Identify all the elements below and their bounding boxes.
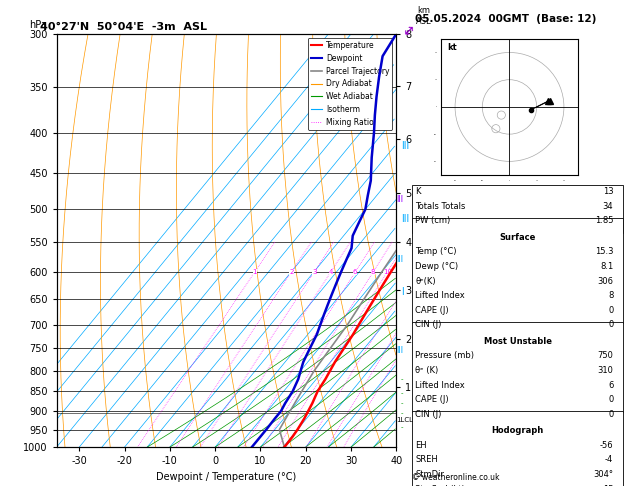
Text: hPa: hPa: [30, 20, 47, 30]
Text: lll: lll: [401, 214, 409, 224]
Text: 15.3: 15.3: [595, 247, 613, 257]
Text: CAPE (J): CAPE (J): [415, 306, 448, 315]
Text: 8: 8: [371, 269, 376, 275]
Text: 0: 0: [608, 410, 613, 419]
Text: CAPE (J): CAPE (J): [415, 395, 448, 404]
Text: 1: 1: [253, 269, 257, 275]
Text: 34: 34: [603, 202, 613, 211]
Text: 05.05.2024  00GMT  (Base: 12): 05.05.2024 00GMT (Base: 12): [415, 14, 596, 24]
Text: 4: 4: [329, 269, 333, 275]
Text: SREH: SREH: [415, 455, 438, 465]
Text: 3: 3: [312, 269, 316, 275]
Text: lll: lll: [396, 346, 403, 355]
Text: CIN (J): CIN (J): [415, 320, 442, 330]
Text: EH: EH: [415, 441, 426, 450]
Text: 8: 8: [608, 291, 613, 300]
Text: 13: 13: [603, 187, 613, 196]
Text: Dewp (°C): Dewp (°C): [415, 262, 459, 271]
Text: θᵉ(K): θᵉ(K): [415, 277, 436, 286]
Text: 10: 10: [383, 269, 392, 275]
Text: Lifted Index: Lifted Index: [415, 381, 465, 390]
Text: -: -: [401, 376, 403, 382]
Text: 15: 15: [603, 485, 613, 486]
Text: PW (cm): PW (cm): [415, 216, 450, 226]
Text: l: l: [401, 287, 403, 296]
Text: 1.85: 1.85: [595, 216, 613, 226]
Text: © weatheronline.co.uk: © weatheronline.co.uk: [412, 473, 499, 482]
Text: 0: 0: [608, 320, 613, 330]
Text: θᵉ (K): θᵉ (K): [415, 366, 438, 375]
Text: Lifted Index: Lifted Index: [415, 291, 465, 300]
Text: 0: 0: [608, 395, 613, 404]
Text: 2: 2: [289, 269, 294, 275]
Text: kt: kt: [447, 43, 457, 52]
Text: 40°27'N  50°04'E  -3m  ASL: 40°27'N 50°04'E -3m ASL: [40, 22, 207, 32]
Text: 8.1: 8.1: [600, 262, 613, 271]
Text: StmDir: StmDir: [415, 470, 444, 479]
Text: -: -: [401, 391, 403, 397]
Text: Pressure (mb): Pressure (mb): [415, 351, 474, 361]
Legend: Temperature, Dewpoint, Parcel Trajectory, Dry Adiabat, Wet Adiabat, Isotherm, Mi: Temperature, Dewpoint, Parcel Trajectory…: [308, 38, 392, 130]
Text: 6: 6: [608, 381, 613, 390]
X-axis label: Dewpoint / Temperature (°C): Dewpoint / Temperature (°C): [157, 472, 296, 482]
Text: -4: -4: [605, 455, 613, 465]
Text: StmSpd (kt): StmSpd (kt): [415, 485, 465, 486]
Text: 750: 750: [598, 351, 613, 361]
Text: -: -: [401, 425, 403, 431]
Text: 1LCL: 1LCL: [396, 417, 413, 423]
Text: K: K: [415, 187, 421, 196]
Text: lll: lll: [401, 141, 409, 151]
Text: 0: 0: [608, 306, 613, 315]
Text: 304°: 304°: [593, 470, 613, 479]
Text: lll: lll: [396, 195, 403, 204]
Text: -56: -56: [599, 441, 613, 450]
Text: 310: 310: [598, 366, 613, 375]
Text: CIN (J): CIN (J): [415, 410, 442, 419]
Text: 6: 6: [353, 269, 357, 275]
Text: Hodograph: Hodograph: [491, 426, 544, 435]
Text: Surface: Surface: [499, 233, 536, 242]
Text: -: -: [401, 410, 403, 416]
Text: 306: 306: [598, 277, 613, 286]
Text: Totals Totals: Totals Totals: [415, 202, 465, 211]
Text: Temp (°C): Temp (°C): [415, 247, 457, 257]
Text: -: -: [401, 400, 403, 406]
Text: lll: lll: [396, 255, 403, 264]
Text: Most Unstable: Most Unstable: [484, 337, 552, 346]
Text: ↔: ↔: [401, 22, 419, 40]
Text: km
ASL: km ASL: [416, 6, 431, 26]
